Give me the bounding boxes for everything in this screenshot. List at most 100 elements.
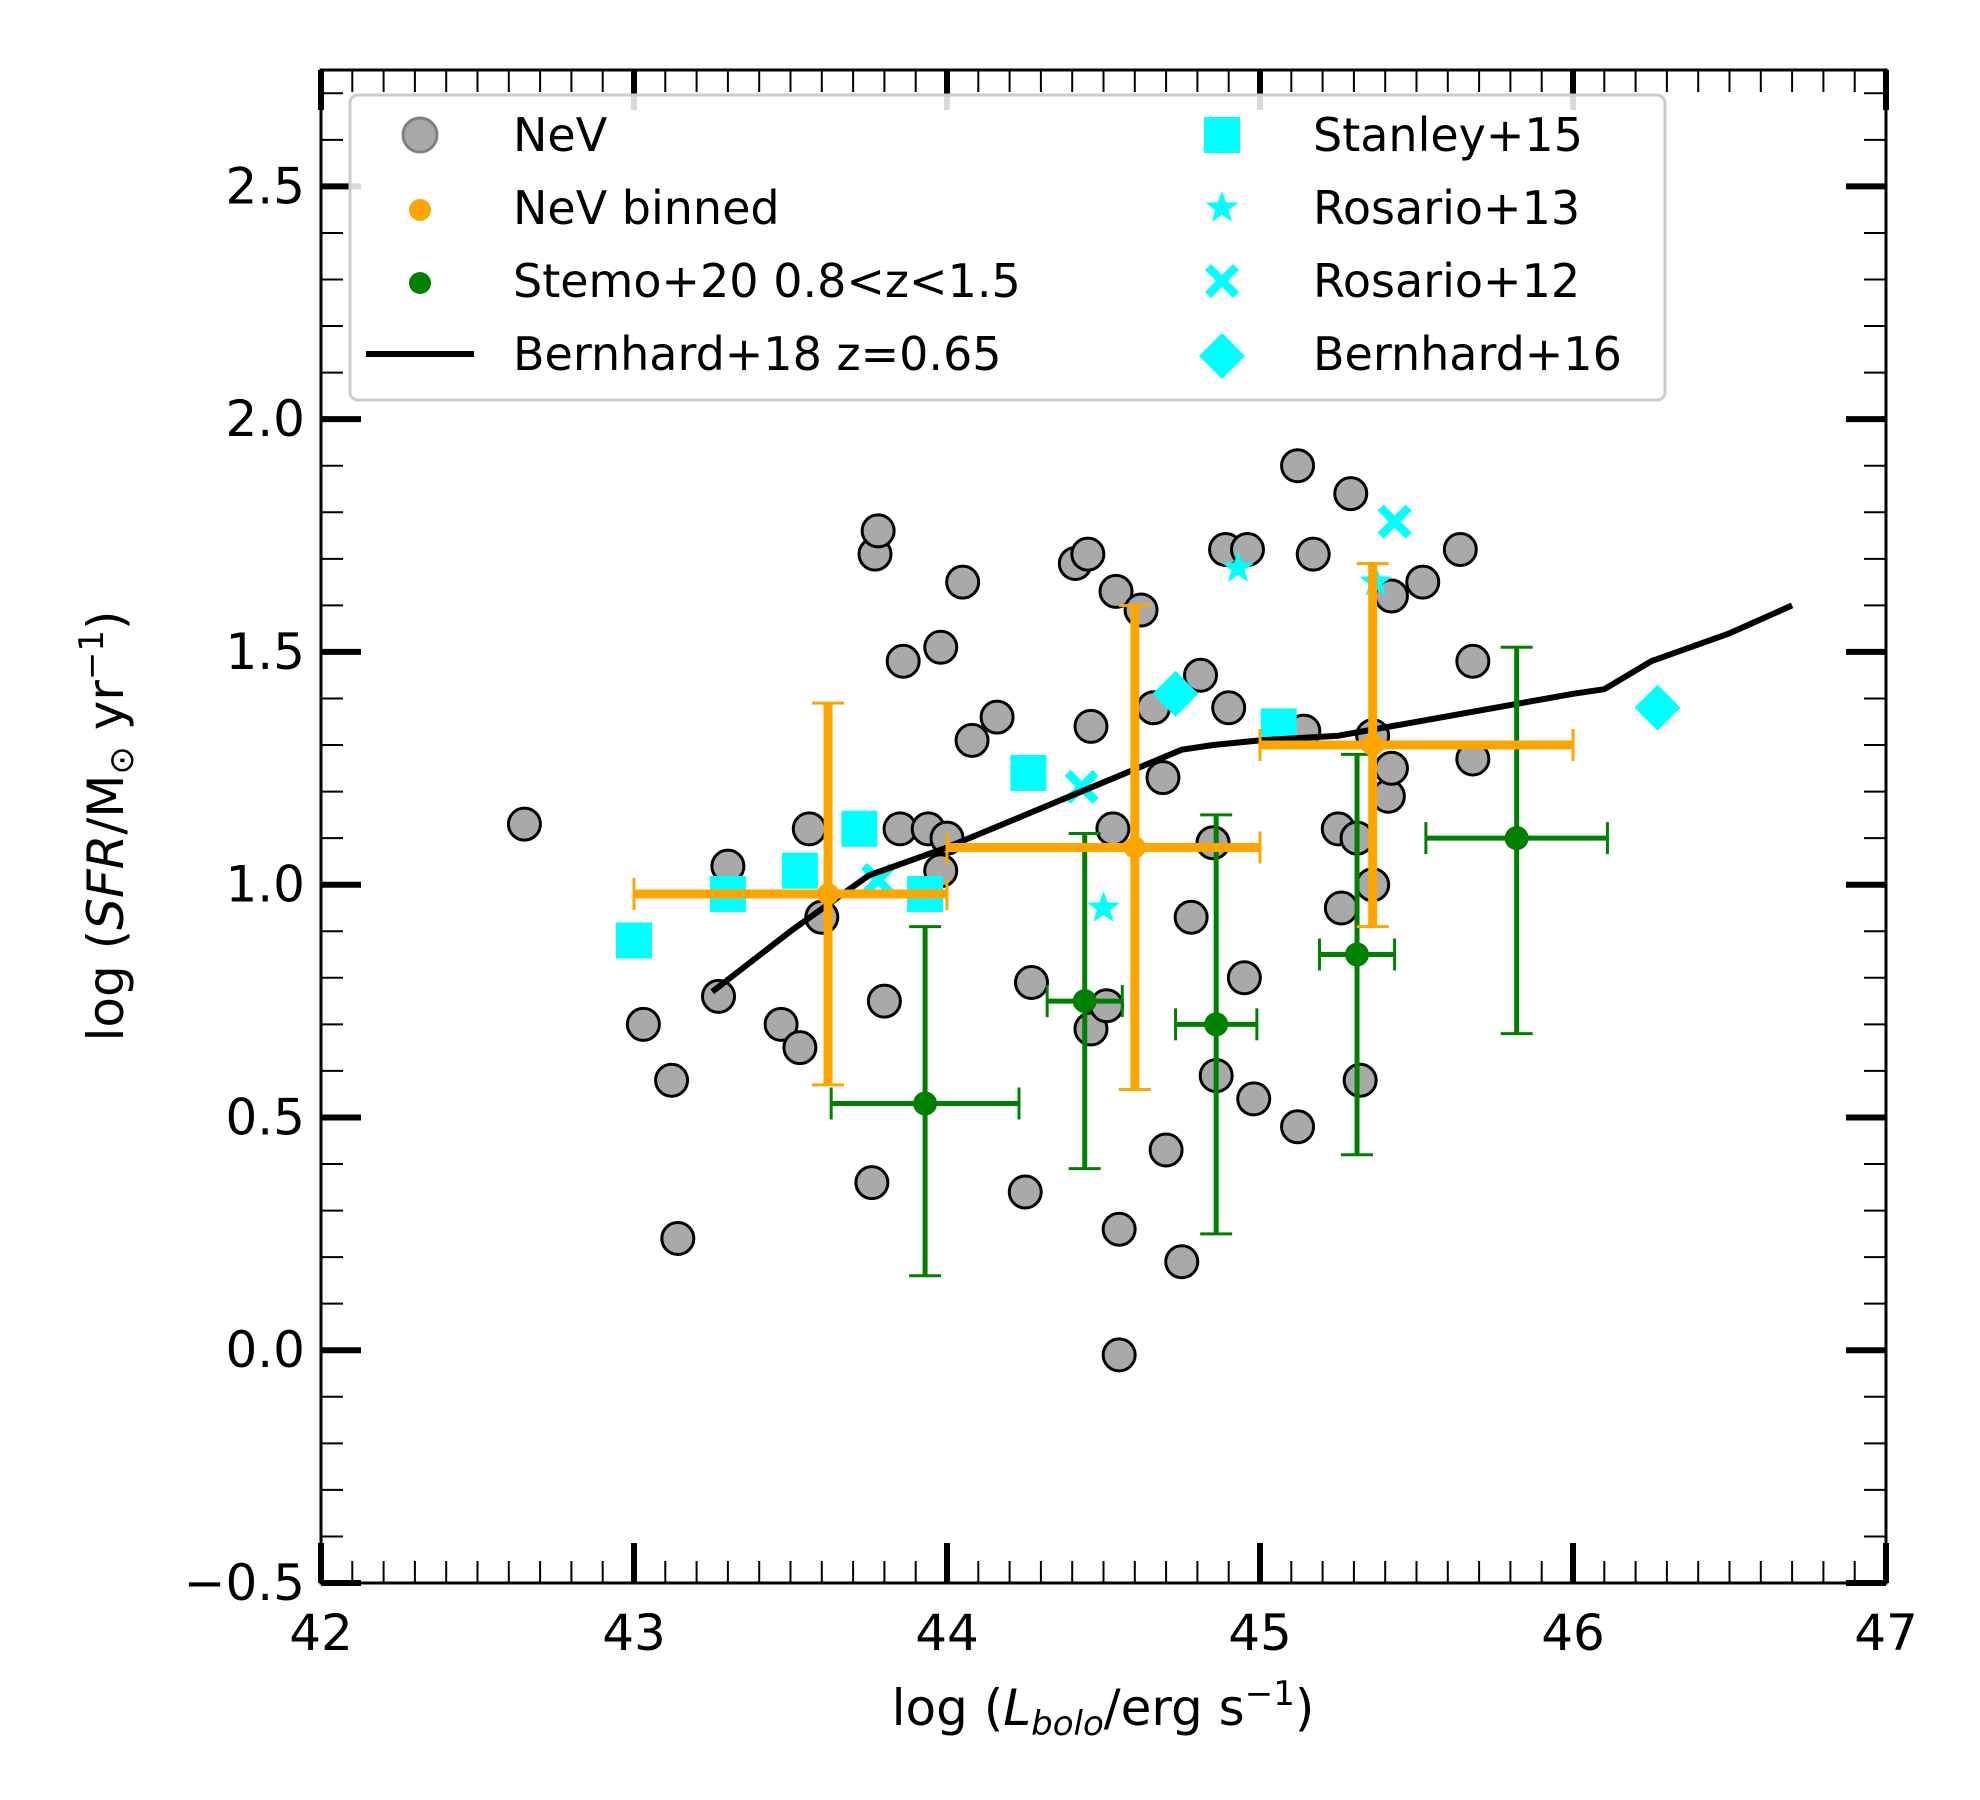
bernhard-16-point — [1152, 670, 1199, 717]
nev-point — [1295, 536, 1331, 572]
tick-labels: 42 43 44 45 46 47 −0.5 0.0 0.5 1.0 1.5 2.0 2.5 — [184, 157, 1918, 1662]
nev-point — [506, 806, 542, 842]
nev-binned-point — [817, 883, 840, 906]
nev-point — [1070, 536, 1106, 572]
legend-item-stanley-15: Stanley+15 — [1204, 108, 1583, 162]
legend-item-rosario-12: Rosario+12 — [1205, 254, 1580, 308]
stemo20-point — [1504, 826, 1529, 851]
nev-point — [1148, 1132, 1184, 1168]
nev-point — [866, 983, 902, 1019]
y-axis-title: log (SFR/M⊙ yr−1) — [72, 610, 142, 1041]
legend-item-nev: NeV — [401, 108, 608, 162]
stanley-15-point — [841, 810, 878, 847]
nev-point — [945, 564, 981, 600]
legend-marker — [1199, 333, 1245, 379]
x-tick-label: 42 — [289, 1604, 353, 1662]
plot-frame — [319, 68, 1888, 1585]
legend-label: Stemo+20 0.8<z<1.5 — [513, 254, 1021, 308]
nev-point — [1342, 1062, 1378, 1098]
plot-area — [506, 448, 1794, 1373]
stanley-15-point — [616, 922, 652, 959]
nev-point — [1101, 1337, 1137, 1373]
y-tick-label: −0.5 — [184, 1554, 305, 1612]
legend-marker — [1204, 117, 1240, 153]
legend-label: Bernhard+16 — [1313, 327, 1622, 381]
legend-item-stemo-20-0-8-z-1-5: Stemo+20 0.8<z<1.5 — [409, 254, 1021, 308]
nev-point — [1280, 1109, 1316, 1145]
y-tick-label: 1.0 — [225, 856, 305, 914]
stemo20-point — [1072, 989, 1097, 1014]
nev-point — [1333, 476, 1369, 512]
stemo20-point — [913, 1091, 938, 1116]
nev-point — [1405, 564, 1441, 600]
legend-marker — [1205, 264, 1239, 298]
legend-label: NeV — [513, 108, 608, 162]
x-tick-label: 46 — [1541, 1604, 1605, 1662]
x-tick-label: 45 — [1228, 1604, 1292, 1662]
nev-point — [1183, 657, 1219, 693]
nev-point — [979, 699, 1015, 735]
legend-label: Stanley+15 — [1313, 108, 1583, 162]
nev-point — [660, 1221, 696, 1257]
nev-point — [1014, 964, 1050, 1000]
nev-binned-point — [1123, 836, 1146, 859]
nev-point — [1164, 1244, 1200, 1280]
legend: NeV NeV binned Stemo+20 0.8<z<1.5 Bernhard+… — [348, 93, 1667, 402]
nev-point — [1098, 573, 1134, 609]
nev-point — [1323, 890, 1359, 926]
nev-point — [1442, 532, 1478, 568]
legend-label: Rosario+12 — [1313, 254, 1580, 308]
legend-marker — [409, 199, 431, 221]
nev-point — [860, 513, 896, 549]
y-tick-label: 2.0 — [225, 390, 305, 448]
x-tick-label: 44 — [915, 1604, 979, 1662]
nev-point — [1145, 760, 1181, 796]
legend-marker — [401, 116, 439, 154]
y-tick-label: 0.0 — [225, 1321, 305, 1379]
legend-marker — [1205, 191, 1239, 222]
nev-point — [1101, 1211, 1137, 1247]
nev-point — [1226, 960, 1262, 996]
nev-point — [625, 1006, 661, 1042]
stemo20-point — [1204, 1012, 1229, 1037]
stanley-15-point — [1010, 754, 1047, 791]
nev-point — [1073, 708, 1109, 744]
nev-point — [701, 978, 737, 1014]
legend-box — [348, 93, 1667, 402]
nev-point — [763, 1006, 799, 1042]
nev-point — [1373, 750, 1409, 786]
nev-binned-point — [1361, 734, 1384, 757]
legend-item-rosario-13: Rosario+13 — [1205, 181, 1580, 235]
y-tick-label: 1.5 — [225, 623, 305, 681]
nev-point — [954, 722, 990, 758]
nev-point — [1211, 690, 1247, 726]
bernhard-16-point — [1634, 684, 1681, 731]
nev-point — [923, 629, 959, 665]
x-tick-label: 47 — [1854, 1604, 1918, 1662]
nev-point — [782, 1030, 818, 1066]
legend-item-nev-binned: NeV binned — [409, 181, 780, 235]
bernhard18-line — [710, 602, 1794, 995]
y-tick-label: 0.5 — [225, 1088, 305, 1146]
nev-point — [1123, 592, 1159, 628]
nev-point — [1280, 448, 1316, 484]
nev-point — [791, 811, 827, 847]
x-tick-label: 43 — [602, 1604, 666, 1662]
legend-label: Bernhard+18 z=0.65 — [513, 327, 1002, 381]
rosario-12-point — [1377, 504, 1412, 539]
stemo20-point — [1345, 942, 1370, 967]
stanley-15-point — [781, 852, 818, 889]
y-tick-label: 2.5 — [225, 157, 305, 215]
nev-point — [885, 643, 921, 679]
x-axis-title: log (Lbolo/erg s−1) — [892, 1674, 1315, 1744]
rosario-13-point — [1221, 551, 1255, 582]
legend-marker — [409, 272, 431, 294]
nev-point — [1455, 643, 1491, 679]
legend-label: Rosario+13 — [1313, 181, 1580, 235]
nev-point — [1095, 811, 1131, 847]
nev-point — [854, 1165, 890, 1201]
nev-point — [654, 1062, 690, 1098]
nev-point — [1007, 1174, 1043, 1210]
legend-item-bernhard-16: Bernhard+16 — [1199, 327, 1622, 381]
